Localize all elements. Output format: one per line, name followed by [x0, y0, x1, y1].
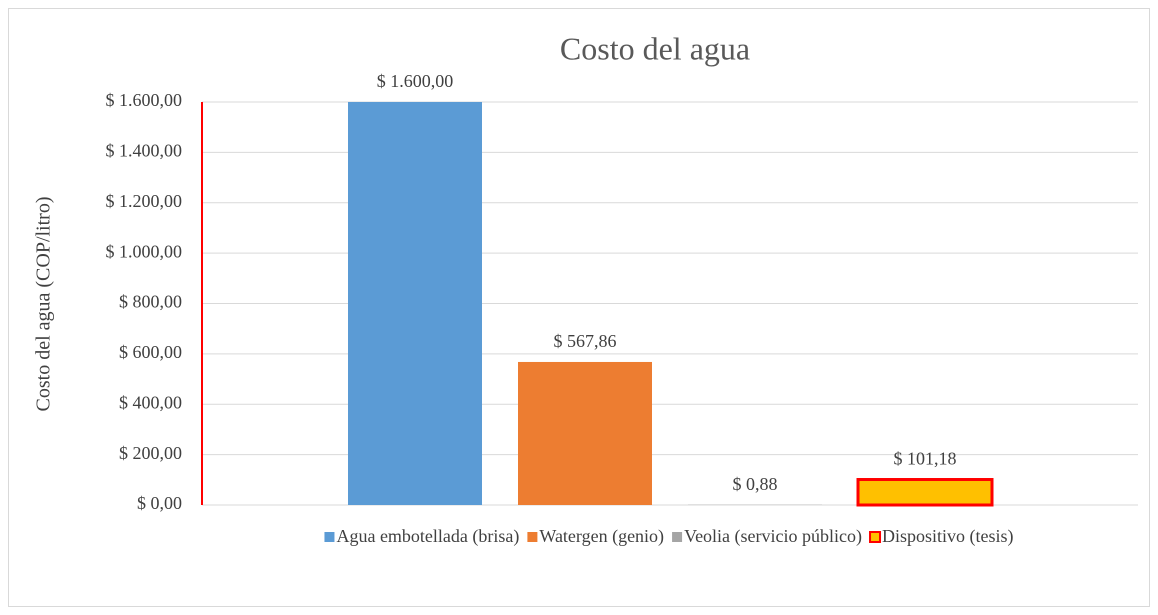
y-tick-label: $ 1.200,00	[106, 191, 183, 211]
y-tick-label: $ 200,00	[119, 443, 182, 463]
data-label: $ 0,88	[733, 474, 778, 494]
y-tick-label: $ 1.400,00	[106, 141, 183, 161]
data-label: $ 1.600,00	[377, 71, 454, 91]
chart-border	[8, 8, 1150, 607]
legend-label: Watergen (genio)	[539, 526, 664, 547]
legend-swatch	[869, 531, 882, 543]
legend-swatch	[672, 532, 683, 542]
y-tick-label: $ 1.000,00	[106, 241, 183, 261]
bar	[518, 361, 652, 505]
legend-swatch	[324, 532, 335, 542]
y-tick-label: $ 800,00	[119, 292, 182, 312]
legend-label: Dispositivo (tesis)	[882, 526, 1014, 547]
y-tick-label: $ 400,00	[119, 392, 182, 412]
data-label: $ 567,86	[554, 331, 617, 351]
bar	[856, 478, 994, 507]
y-axis-label: Costo del agua (COP/litro)	[33, 197, 55, 412]
y-tick-label: $ 0,00	[137, 493, 182, 513]
y-tick-label: $ 1.600,00	[106, 90, 183, 110]
chart-title: Costo del agua	[560, 30, 750, 66]
y-tick-label: $ 600,00	[119, 342, 182, 362]
bar	[348, 102, 482, 505]
legend-swatch	[527, 532, 538, 542]
data-label: $ 101,18	[894, 449, 957, 469]
legend-label: Veolia (servicio público)	[684, 526, 862, 547]
legend-label: Agua embotellada (brisa)	[336, 526, 519, 547]
